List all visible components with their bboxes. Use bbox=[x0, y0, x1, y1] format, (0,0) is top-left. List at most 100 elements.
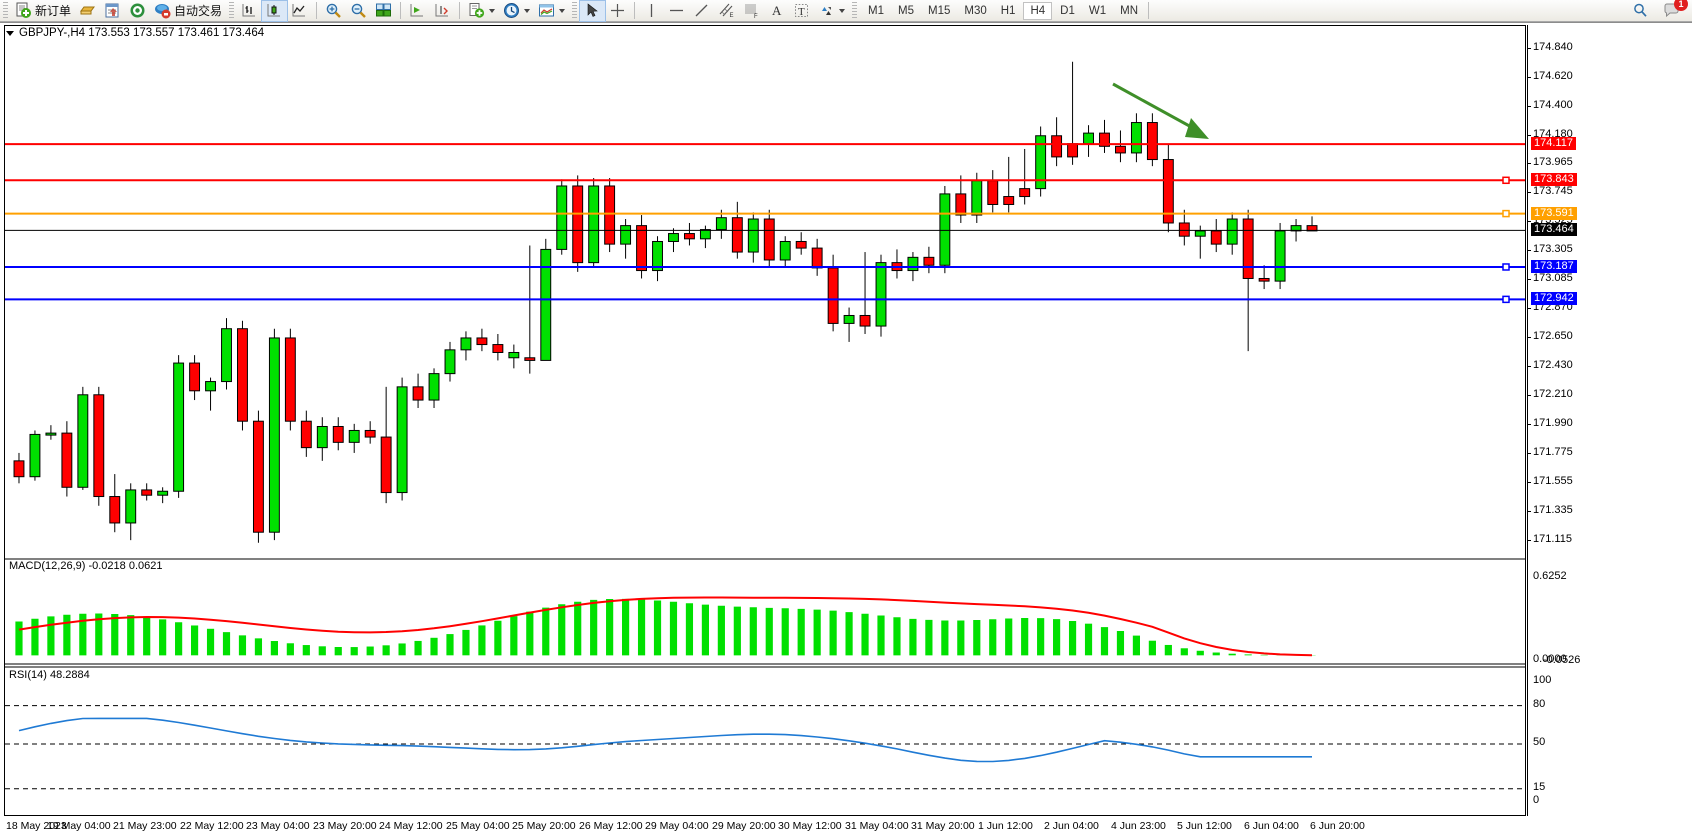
candle-body bbox=[875, 262, 887, 327]
zoom-in-button[interactable] bbox=[321, 1, 346, 21]
toolbar-grip-4[interactable] bbox=[852, 1, 858, 20]
period-button[interactable] bbox=[499, 1, 534, 21]
candle-body bbox=[556, 185, 568, 250]
chart-shift-button[interactable] bbox=[405, 1, 430, 21]
candle-body bbox=[1003, 196, 1015, 205]
price-tick bbox=[1527, 452, 1531, 454]
rsi-line bbox=[18, 717, 1312, 763]
rsi-indicator-label[interactable]: RSI(14) 48.2884 bbox=[9, 669, 90, 681]
price-level-badge-173.187[interactable]: 173.187 bbox=[1531, 259, 1577, 273]
candle-body bbox=[715, 217, 727, 231]
chart-menu-caret-icon[interactable] bbox=[6, 30, 14, 36]
candle-body bbox=[779, 240, 791, 261]
price-plot-area[interactable]: MACD(12,26,9) -0.0218 0.0621 RSI(14) 48.2… bbox=[4, 25, 1526, 816]
arrows-caret-icon[interactable] bbox=[839, 8, 846, 13]
level-line-anchor[interactable] bbox=[1502, 209, 1510, 218]
data-window-button[interactable] bbox=[100, 1, 125, 21]
time-axis-label: 21 May 23:00 bbox=[113, 820, 177, 832]
timeframe-m5[interactable]: M5 bbox=[898, 4, 914, 17]
candle-body bbox=[731, 217, 743, 253]
period-caret-icon[interactable] bbox=[524, 8, 531, 13]
arrows-tool-button[interactable] bbox=[814, 1, 849, 21]
indicators-button[interactable] bbox=[75, 1, 100, 21]
level-line-anchor[interactable] bbox=[1502, 295, 1510, 304]
candle-body bbox=[428, 373, 440, 401]
templates-caret-icon[interactable] bbox=[559, 8, 566, 13]
timeframe-d1[interactable]: D1 bbox=[1060, 4, 1075, 17]
templates-button[interactable] bbox=[534, 1, 569, 21]
candle-body bbox=[157, 490, 169, 496]
search-button[interactable] bbox=[1628, 1, 1653, 21]
autotrading-button[interactable]: 自动交易 bbox=[150, 1, 226, 21]
candle-body bbox=[588, 185, 600, 264]
level-line-anchor[interactable] bbox=[1502, 176, 1510, 185]
price-tick-label: 171.115 bbox=[1533, 532, 1572, 545]
bar-chart-button[interactable] bbox=[237, 1, 262, 21]
add-indicator-caret-icon[interactable] bbox=[489, 8, 496, 13]
timeframe-w1[interactable]: W1 bbox=[1088, 4, 1107, 17]
toolbar-grip-3[interactable] bbox=[572, 1, 578, 20]
macd-indicator-label[interactable]: MACD(12,26,9) -0.0218 0.0621 bbox=[9, 560, 163, 572]
add-indicator-button[interactable] bbox=[464, 1, 499, 21]
price-level-badge-174.117[interactable]: 174.117 bbox=[1531, 137, 1576, 151]
zoom-out-button[interactable] bbox=[346, 1, 371, 21]
down-arrow-annotation[interactable] bbox=[1112, 82, 1209, 139]
signal-globe-icon bbox=[130, 3, 145, 18]
market-watch-button[interactable] bbox=[125, 1, 150, 21]
price-tick bbox=[1527, 47, 1531, 49]
new-order-button[interactable]: 新订单 bbox=[11, 1, 75, 21]
candle-body bbox=[61, 432, 73, 488]
timeframe-m15[interactable]: M15 bbox=[928, 4, 951, 17]
timeframe-h1[interactable]: H1 bbox=[1000, 4, 1016, 17]
candle-body bbox=[476, 337, 488, 346]
candle-body bbox=[763, 218, 775, 261]
vertical-line-tool-button[interactable] bbox=[639, 1, 664, 21]
fibonacci-tool-button[interactable]: F bbox=[739, 1, 764, 21]
level-line-anchor[interactable] bbox=[1502, 263, 1510, 271]
horizontal-line-icon bbox=[670, 9, 684, 12]
price-level-badge-172.942[interactable]: 172.942 bbox=[1531, 292, 1577, 306]
text-label-icon: T bbox=[795, 4, 809, 18]
time-axis[interactable]: 18 May 2023 19 May 04:00 21 May 23:00 22 Ma… bbox=[4, 818, 1526, 838]
timeframe-m1[interactable]: M1 bbox=[868, 4, 885, 17]
equidistant-channel-tool-button[interactable]: E bbox=[714, 1, 739, 21]
horizontal-line-tool-button[interactable] bbox=[664, 1, 689, 21]
price-scale[interactable]: 174.840 174.620 174.400 174.180 173.965 173.7… bbox=[1527, 25, 1687, 816]
candle-body bbox=[268, 337, 280, 533]
line-chart-button[interactable] bbox=[287, 1, 312, 21]
price-level-badge-173.464[interactable]: 173.464 bbox=[1531, 223, 1577, 237]
notifications-button[interactable]: 1 bbox=[1659, 0, 1688, 21]
price-tick-label: 174.180 bbox=[1533, 127, 1573, 140]
candle-body bbox=[668, 233, 679, 242]
new-order-label: 新订单 bbox=[35, 4, 72, 18]
time-axis-label: 29 May 04:00 bbox=[645, 820, 709, 832]
candle-body bbox=[205, 381, 216, 392]
symbol-header[interactable]: GBPJPY-,H4 173.553 173.557 173.461 173.4… bbox=[6, 27, 264, 39]
auto-scroll-button[interactable] bbox=[430, 1, 455, 21]
price-level-badge-173.591[interactable]: 173.591 bbox=[1531, 206, 1577, 220]
candle-body bbox=[955, 193, 967, 216]
time-axis-label: 4 Jun 23:00 bbox=[1111, 820, 1166, 832]
symbol-ohlc-label: GBPJPY-,H4 173.553 173.557 173.461 173.4… bbox=[19, 27, 265, 39]
zoom-out-icon bbox=[351, 3, 366, 18]
trendline-tool-button[interactable] bbox=[689, 1, 714, 21]
new-order-icon bbox=[16, 2, 31, 18]
price-level-badge-173.843[interactable]: 173.843 bbox=[1531, 173, 1577, 187]
candle-body bbox=[252, 420, 264, 533]
toolbar-grip[interactable] bbox=[3, 1, 8, 20]
timeframe-m30[interactable]: M30 bbox=[964, 4, 987, 17]
cursor-tool-button[interactable] bbox=[579, 0, 607, 22]
crosshair-tool-button[interactable] bbox=[605, 1, 630, 21]
timeframe-mn[interactable]: MN bbox=[1120, 4, 1138, 17]
candle-body bbox=[221, 328, 232, 383]
candle-body bbox=[1083, 132, 1094, 145]
toolbar-grip-2[interactable] bbox=[229, 1, 235, 20]
price-tick bbox=[1527, 192, 1531, 194]
price-chart-svg bbox=[5, 61, 1525, 790]
tile-windows-button[interactable] bbox=[371, 1, 396, 21]
text-label-tool-button[interactable]: T bbox=[789, 1, 814, 21]
candle-body bbox=[1242, 218, 1254, 279]
candlestick-chart-button[interactable] bbox=[261, 0, 289, 22]
timeframe-h4[interactable]: H4 bbox=[1023, 1, 1053, 20]
text-tool-button[interactable]: A bbox=[764, 1, 789, 21]
